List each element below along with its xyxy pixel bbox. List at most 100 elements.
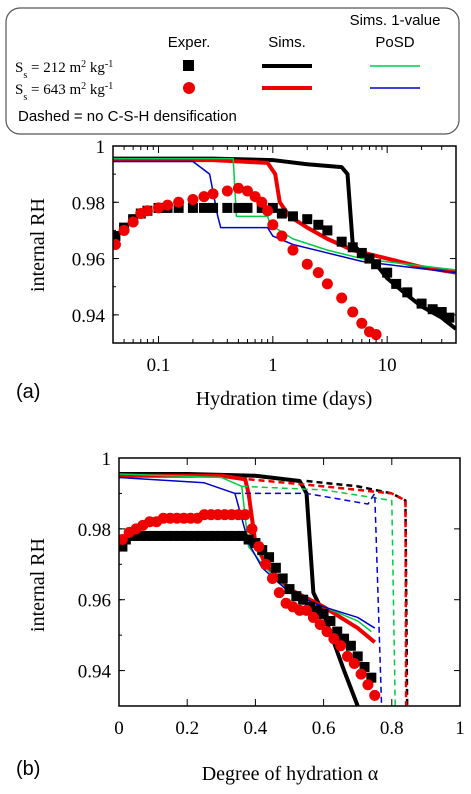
data-point-square — [302, 214, 313, 225]
data-point-square — [236, 530, 247, 541]
data-point-circle — [232, 182, 244, 194]
data-point-square — [208, 202, 219, 213]
xtick-label: 0 — [114, 718, 124, 739]
legend-header-sims1-line2: PoSD — [375, 34, 414, 51]
data-point-circle — [336, 292, 348, 304]
data-point-circle — [341, 650, 353, 662]
ytick-label: 0.96 — [78, 591, 111, 612]
data-point-circle — [260, 558, 272, 570]
data-point-circle — [307, 611, 319, 623]
data-point-square — [313, 219, 324, 230]
data-point-square — [347, 242, 358, 253]
data-point-circle — [207, 188, 219, 200]
legend: Exper. Sims. Sims. 1-value PoSD Ss = 212… — [5, 7, 460, 135]
data-point-circle — [356, 317, 368, 329]
xtick-label: 0.2 — [175, 718, 199, 739]
series-line-3 — [113, 158, 456, 275]
data-point-square — [216, 530, 227, 541]
series-line-3 — [119, 473, 377, 644]
data-point-square — [168, 530, 179, 541]
data-point-square — [119, 541, 128, 552]
data-point-square — [366, 672, 377, 683]
data-point-circle — [119, 533, 128, 545]
data-point-circle — [314, 619, 326, 631]
data-point-square — [113, 231, 121, 242]
panel-b-tag: (b) — [16, 758, 40, 780]
data-point-circle — [221, 185, 233, 197]
legend-marker-circle — [183, 82, 195, 94]
panel-a-tag: (a) — [16, 381, 40, 403]
legend-dashed-note: Dashed = no C-S-H densification — [18, 108, 237, 125]
ytick-label: 0.94 — [78, 662, 112, 683]
data-point-square — [148, 530, 159, 541]
data-point-square — [242, 202, 253, 213]
legend-frame — [5, 7, 460, 135]
data-point-square — [256, 202, 267, 213]
legend-header-sims1-line1: Sims. 1-value — [350, 12, 441, 29]
data-point-square — [264, 552, 275, 563]
data-point-circle — [267, 219, 279, 231]
series-line-2 — [119, 471, 360, 706]
series-line-5 — [119, 476, 376, 629]
data-point-square — [382, 267, 393, 278]
data-point-square — [134, 530, 145, 541]
data-point-square — [364, 253, 375, 264]
data-point-square — [209, 530, 220, 541]
data-point-circle — [321, 278, 333, 290]
xtick-label: 1 — [268, 355, 278, 376]
data-point-square — [339, 633, 350, 644]
data-point-square — [175, 530, 186, 541]
data-point-square — [291, 591, 302, 602]
data-point-circle — [187, 193, 199, 205]
data-point-square — [322, 225, 333, 236]
series-line-2 — [113, 156, 456, 331]
legend-header-sims: Sims. — [268, 34, 306, 51]
data-point-circle — [369, 689, 381, 701]
data-point-circle — [152, 202, 164, 214]
panel-a-frame — [112, 145, 457, 344]
data-point-circle — [253, 541, 265, 553]
data-point-square — [243, 534, 254, 545]
data-point-square — [298, 594, 309, 605]
ytick-label: 1 — [102, 449, 112, 470]
data-point-circle — [321, 626, 333, 638]
series-line-4 — [119, 473, 372, 633]
data-point-square — [416, 298, 427, 309]
data-point-square — [402, 287, 413, 298]
data-point-square — [436, 307, 447, 318]
data-point-circle — [273, 587, 285, 599]
legend-header-exper: Exper. — [168, 34, 211, 51]
data-point-square — [311, 605, 322, 616]
data-point-square — [359, 662, 370, 673]
data-point-circle — [141, 205, 153, 217]
data-point-square — [318, 608, 329, 619]
xtick-label: 0.1 — [147, 355, 171, 376]
data-point-square — [427, 304, 438, 315]
xtick-label: 1 — [455, 718, 465, 739]
data-point-square — [444, 312, 455, 323]
data-point-circle — [246, 523, 258, 535]
ytick-label: 0.98 — [78, 520, 111, 541]
dashed-series-line-7 — [248, 478, 408, 706]
data-point-square — [222, 202, 233, 213]
ytick-label: 0.96 — [72, 250, 105, 271]
xtick-label: 10 — [378, 355, 397, 376]
data-point-circle — [276, 230, 288, 242]
data-point-circle — [328, 633, 340, 645]
data-point-circle — [118, 224, 130, 236]
data-point-square — [284, 584, 295, 595]
data-point-square — [141, 530, 152, 541]
ytick-label: 0.94 — [72, 306, 106, 327]
data-point-circle — [301, 258, 313, 270]
data-point-circle — [262, 205, 274, 217]
data-point-square — [352, 651, 363, 662]
data-point-circle — [113, 239, 121, 250]
data-point-square — [154, 530, 165, 541]
panel-b-ylabel: internal RH — [27, 538, 49, 632]
data-point-circle — [241, 185, 253, 197]
data-point-square — [371, 259, 382, 270]
data-point-square — [325, 615, 336, 626]
data-point-square — [187, 202, 198, 213]
